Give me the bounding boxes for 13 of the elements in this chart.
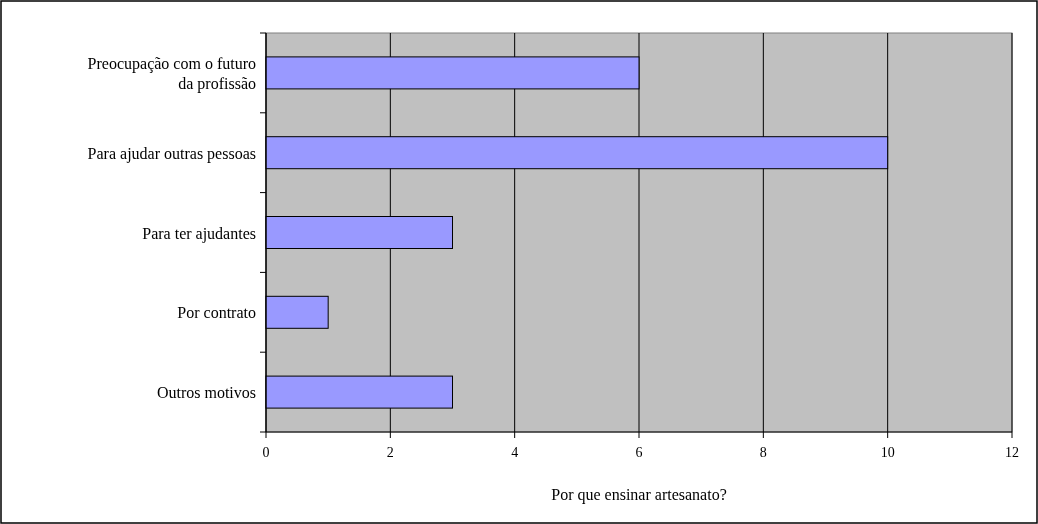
x-tick-label: 8 xyxy=(759,445,767,460)
x-tick-label: 6 xyxy=(635,445,643,460)
x-axis-title: Por que ensinar artesanato? xyxy=(551,486,727,504)
x-tick-label: 4 xyxy=(511,445,519,460)
x-tick-label: 12 xyxy=(1005,445,1019,460)
y-tick-label: Para ter ajudantes xyxy=(142,224,256,243)
y-tick-label: Preocupação com o futuro da profissão xyxy=(87,54,256,93)
y-tick-label: Para ajudar outras pessoas xyxy=(87,144,256,163)
x-tick-label: 2 xyxy=(386,445,394,460)
x-tick-label: 0 xyxy=(262,445,270,460)
x-tick-label: 10 xyxy=(880,445,895,460)
y-tick-label: Por contrato xyxy=(177,304,256,322)
y-tick-label: Outros motivos xyxy=(156,384,256,402)
